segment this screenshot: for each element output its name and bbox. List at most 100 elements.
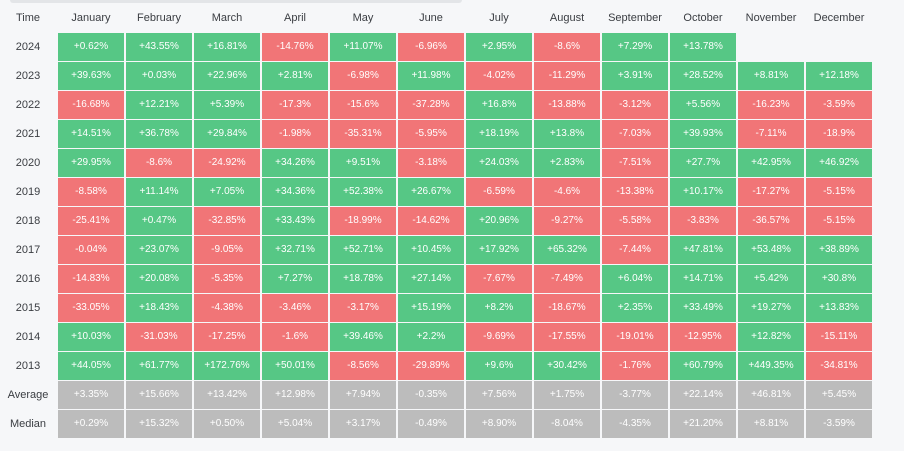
return-cell: -0.04%: [58, 236, 124, 264]
return-cell: -17.25%: [194, 323, 260, 351]
return-cell: +7.56%: [466, 381, 532, 409]
return-cell: +44.05%: [58, 352, 124, 380]
return-cell: -3.59%: [806, 91, 872, 119]
return-cell: -32.85%: [194, 207, 260, 235]
return-cell: +10.45%: [398, 236, 464, 264]
return-cell: +10.17%: [670, 178, 736, 206]
return-cell: [806, 33, 872, 61]
return-cell: -8.6%: [126, 149, 192, 177]
return-cell: +16.8%: [466, 91, 532, 119]
return-cell: +0.29%: [58, 410, 124, 438]
return-cell: +52.38%: [330, 178, 396, 206]
month-header-november: November: [745, 12, 797, 24]
return-cell: +13.8%: [534, 120, 600, 148]
return-cell: +10.03%: [58, 323, 124, 351]
return-cell: -14.62%: [398, 207, 464, 235]
return-cell: +39.93%: [670, 120, 736, 148]
return-cell: +1.75%: [534, 381, 600, 409]
return-cell: +5.04%: [262, 410, 328, 438]
return-cell: +18.78%: [330, 265, 396, 293]
return-cell: +0.03%: [126, 62, 192, 90]
month-header-may: May: [352, 12, 374, 24]
return-cell: +29.84%: [194, 120, 260, 148]
return-cell: -1.6%: [262, 323, 328, 351]
return-cell: -7.11%: [738, 120, 804, 148]
return-cell: +23.07%: [126, 236, 192, 264]
return-cell: +21.20%: [670, 410, 736, 438]
return-cell: -24.92%: [194, 149, 260, 177]
return-cell: +15.32%: [126, 410, 192, 438]
return-cell: +8.81%: [738, 410, 804, 438]
return-cell: +2.83%: [534, 149, 600, 177]
return-cell: -37.28%: [398, 91, 464, 119]
return-cell: +14.51%: [58, 120, 124, 148]
return-cell: +20.08%: [126, 265, 192, 293]
return-cell: +60.79%: [670, 352, 736, 380]
return-cell: +12.21%: [126, 91, 192, 119]
return-cell: -16.23%: [738, 91, 804, 119]
return-cell: -16.68%: [58, 91, 124, 119]
return-cell: +33.49%: [670, 294, 736, 322]
return-cell: -7.49%: [534, 265, 600, 293]
return-cell: -3.46%: [262, 294, 328, 322]
return-cell: +32.71%: [262, 236, 328, 264]
month-header-march: March: [211, 12, 243, 24]
year-label: 2022: [15, 99, 41, 111]
return-cell: -5.35%: [194, 265, 260, 293]
return-cell: +47.81%: [670, 236, 736, 264]
return-cell: -7.03%: [602, 120, 668, 148]
return-cell: +39.46%: [330, 323, 396, 351]
return-cell: +3.35%: [58, 381, 124, 409]
return-cell: +12.98%: [262, 381, 328, 409]
return-cell: -33.05%: [58, 294, 124, 322]
return-cell: +29.95%: [58, 149, 124, 177]
month-header-april: April: [283, 12, 306, 24]
return-cell: +5.39%: [194, 91, 260, 119]
month-header-september: September: [608, 12, 662, 24]
return-cell: -14.83%: [58, 265, 124, 293]
return-cell: +14.71%: [670, 265, 736, 293]
return-cell: -18.67%: [534, 294, 600, 322]
return-cell: +11.07%: [330, 33, 396, 61]
return-cell: -7.67%: [466, 265, 532, 293]
year-label: 2015: [15, 302, 41, 314]
return-cell: +2.81%: [262, 62, 328, 90]
return-cell: +53.48%: [738, 236, 804, 264]
return-cell: +13.78%: [670, 33, 736, 61]
return-cell: -5.58%: [602, 207, 668, 235]
return-cell: -4.38%: [194, 294, 260, 322]
return-cell: +43.55%: [126, 33, 192, 61]
return-cell: -5.95%: [398, 120, 464, 148]
return-cell: -5.15%: [806, 178, 872, 206]
return-cell: -6.98%: [330, 62, 396, 90]
return-cell: -6.59%: [466, 178, 532, 206]
return-cell: +28.52%: [670, 62, 736, 90]
month-header-june: June: [419, 12, 443, 24]
return-cell: -3.77%: [602, 381, 668, 409]
return-cell: +26.67%: [398, 178, 464, 206]
return-cell: -3.83%: [670, 207, 736, 235]
return-cell: +11.14%: [126, 178, 192, 206]
return-cell: +22.14%: [670, 381, 736, 409]
return-cell: +30.8%: [806, 265, 872, 293]
return-cell: +18.43%: [126, 294, 192, 322]
return-cell: +12.82%: [738, 323, 804, 351]
return-cell: -1.76%: [602, 352, 668, 380]
return-cell: -3.18%: [398, 149, 464, 177]
return-cell: -4.02%: [466, 62, 532, 90]
return-cell: -19.01%: [602, 323, 668, 351]
return-cell: +33.43%: [262, 207, 328, 235]
return-cell: +20.96%: [466, 207, 532, 235]
return-cell: +16.81%: [194, 33, 260, 61]
month-header-october: October: [683, 12, 723, 24]
return-cell: -4.35%: [602, 410, 668, 438]
return-cell: -6.96%: [398, 33, 464, 61]
return-cell: +24.03%: [466, 149, 532, 177]
return-cell: +0.50%: [194, 410, 260, 438]
return-cell: +6.04%: [602, 265, 668, 293]
return-cell: -18.99%: [330, 207, 396, 235]
return-cell: +42.95%: [738, 149, 804, 177]
return-cell: -13.38%: [602, 178, 668, 206]
return-cell: +17.92%: [466, 236, 532, 264]
return-cell: -17.3%: [262, 91, 328, 119]
